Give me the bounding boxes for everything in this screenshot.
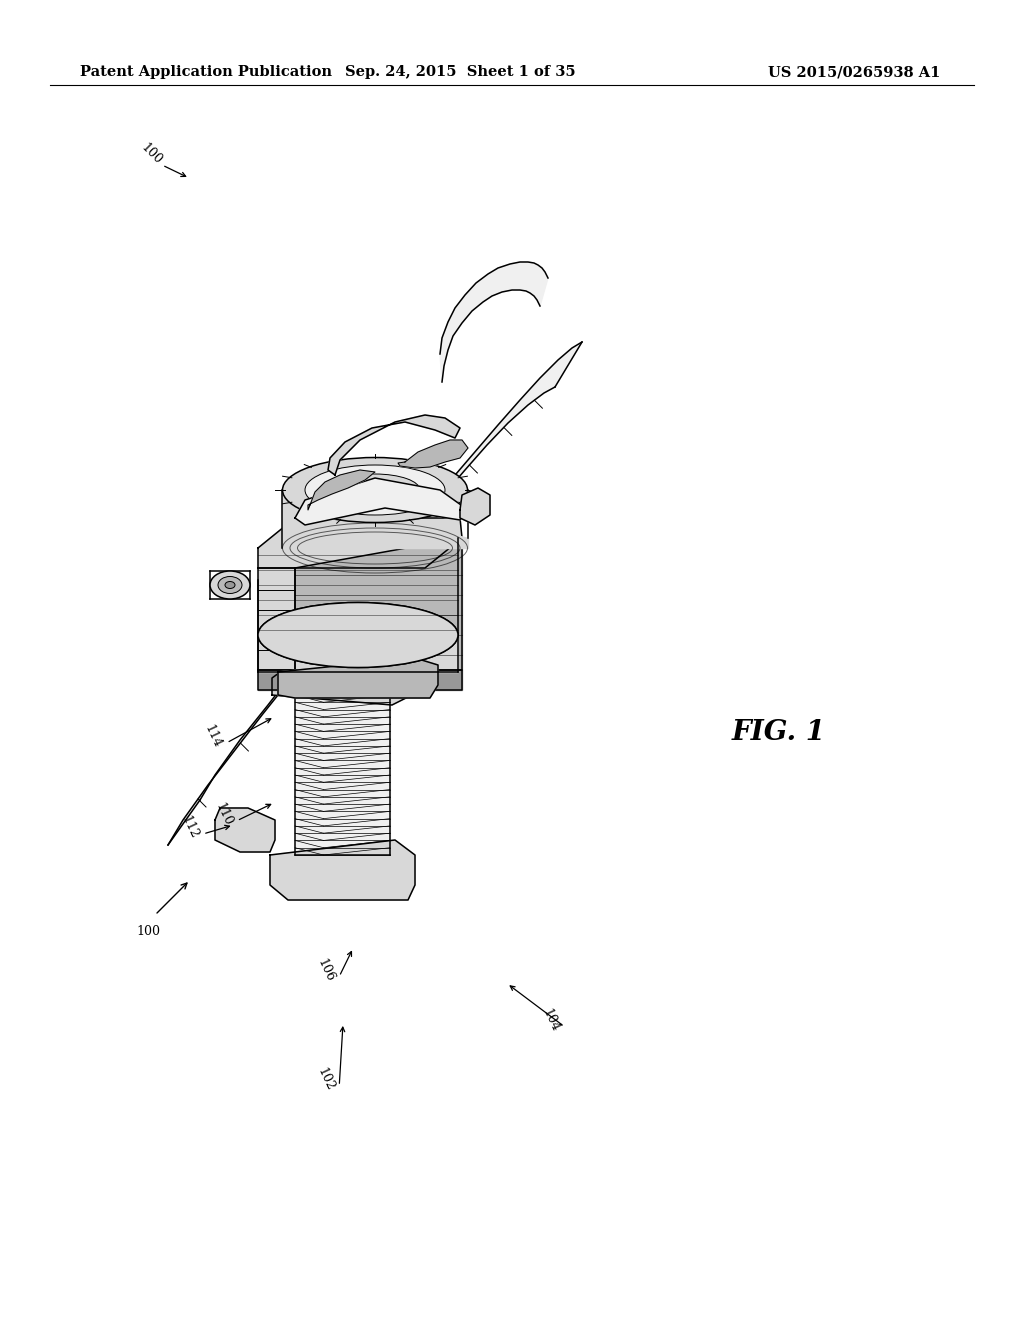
Ellipse shape xyxy=(258,602,458,668)
Ellipse shape xyxy=(225,582,234,589)
Polygon shape xyxy=(258,517,462,568)
Polygon shape xyxy=(258,568,295,671)
Ellipse shape xyxy=(330,474,420,506)
Polygon shape xyxy=(278,657,438,698)
Polygon shape xyxy=(258,671,462,690)
Text: US 2015/0265938 A1: US 2015/0265938 A1 xyxy=(768,65,940,79)
Polygon shape xyxy=(272,665,412,705)
Polygon shape xyxy=(328,414,460,475)
Polygon shape xyxy=(295,696,390,855)
Ellipse shape xyxy=(258,602,458,668)
Polygon shape xyxy=(440,261,548,381)
Text: Patent Application Publication: Patent Application Publication xyxy=(80,65,332,79)
Polygon shape xyxy=(282,490,468,548)
Polygon shape xyxy=(398,440,468,469)
Polygon shape xyxy=(308,470,375,510)
Ellipse shape xyxy=(283,458,468,523)
Text: 106: 106 xyxy=(314,957,337,983)
Polygon shape xyxy=(295,478,468,525)
Text: 104: 104 xyxy=(540,1007,562,1034)
Text: 102: 102 xyxy=(314,1067,337,1093)
Polygon shape xyxy=(270,840,415,900)
Polygon shape xyxy=(215,808,275,851)
Text: 100: 100 xyxy=(138,141,165,168)
Ellipse shape xyxy=(305,465,445,515)
Polygon shape xyxy=(460,488,490,525)
Text: Sep. 24, 2015  Sheet 1 of 35: Sep. 24, 2015 Sheet 1 of 35 xyxy=(345,65,575,79)
Text: 110: 110 xyxy=(212,801,234,828)
Text: 114: 114 xyxy=(202,723,224,750)
Text: FIG. 1: FIG. 1 xyxy=(731,719,825,746)
Ellipse shape xyxy=(218,577,242,594)
Text: 100: 100 xyxy=(136,925,160,939)
Ellipse shape xyxy=(350,480,400,499)
Polygon shape xyxy=(258,635,458,672)
Text: 112: 112 xyxy=(178,814,201,841)
Ellipse shape xyxy=(210,572,250,599)
Polygon shape xyxy=(295,539,462,671)
Polygon shape xyxy=(168,342,582,845)
